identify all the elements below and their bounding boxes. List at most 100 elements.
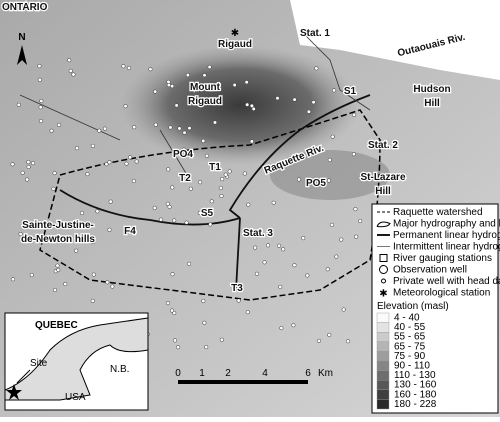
private-well [292,263,297,268]
private-well [184,220,189,225]
inset-label: USA [65,392,86,403]
legend-elevation-title: Elevation (masl) [377,301,449,312]
elevation-swatch [376,322,390,333]
legend-frame [371,203,499,414]
private-well [79,210,85,216]
private-well [55,263,60,268]
private-well [327,332,332,337]
private-well [10,277,16,282]
private-well [170,185,175,190]
private-well [107,160,112,165]
private-well [275,96,280,101]
private-well [325,267,330,272]
private-well [332,88,337,93]
elevation-swatch [376,389,390,400]
private-well [134,159,139,164]
private-well [95,209,100,214]
place-label: Rigaud [218,39,252,50]
private-well [354,234,359,239]
private-well [56,122,62,127]
legend-item: Private well with head data [393,276,500,287]
private-well [249,139,254,144]
north-arrow-shape [17,45,27,65]
private-well [108,199,113,204]
legend-symbol [379,265,388,274]
elevation-swatch [376,399,390,410]
elevation-class: 75 - 90 [394,351,426,362]
private-well [314,66,319,71]
elevation-swatch [376,312,390,323]
private-well [51,186,56,191]
private-well [63,282,68,287]
inset: QUEBEC Site N.B. USA [4,312,149,411]
place-label: T2 [179,173,191,184]
legend-item: River gauging stations [393,253,492,264]
site-arrow [16,369,31,384]
private-well [124,161,129,166]
place-label: Hill [424,98,440,109]
private-well [244,80,249,85]
elevation-swatch [376,360,390,371]
private-well [251,106,256,111]
private-well [266,243,271,248]
private-well [353,207,358,212]
private-well [103,126,108,131]
private-well [172,218,177,223]
private-well [219,193,224,199]
private-well [279,326,284,331]
private-well [177,126,182,131]
private-well [10,162,15,167]
permanent-hydrography [59,94,371,291]
private-well [204,345,209,350]
private-well [168,125,173,130]
private-well [227,169,232,174]
place-label: Rigaud [188,96,222,107]
private-well [281,247,286,252]
elevation-class: 90 - 110 [394,361,430,372]
legend-item: Permanent linear hydrography [393,230,500,241]
private-well [172,310,177,316]
private-well [152,205,157,210]
scale-tick-label: 1 [199,368,205,379]
inset-label: QUEBEC [35,320,78,331]
private-well [185,73,190,78]
place-label: Stat. 3 [243,228,273,239]
private-well [202,320,207,325]
private-well [316,338,322,343]
place-label: PO4 [173,149,193,160]
outaouais-river [290,0,500,80]
private-well [131,178,136,184]
private-well [165,201,170,206]
private-well [242,171,247,176]
private-well [26,159,31,165]
private-well [271,200,276,205]
private-well [166,82,171,88]
elevation-class: 130 - 160 [394,380,437,391]
private-well [105,280,110,285]
private-well [26,164,31,170]
private-well [75,146,80,151]
private-well [38,105,43,110]
private-well [327,157,332,162]
private-well [153,122,158,127]
scale-bar: 0 1 2 4 6 Km [175,368,333,384]
private-well [132,125,137,130]
private-well [128,155,133,160]
scale-tick-label: 2 [225,368,231,379]
private-well [20,170,25,175]
legend-item: Observation well [393,265,467,276]
private-well [39,98,44,104]
place-label: St-Lazare [360,172,405,183]
private-well [180,178,185,183]
private-well [223,172,228,177]
private-well [204,153,209,158]
legend-symbol: ✱ [379,289,387,300]
private-well [37,77,42,82]
private-well [334,254,339,259]
private-well [326,178,331,183]
private-well [56,267,61,272]
private-well [121,64,126,69]
private-well [167,204,172,209]
private-well [351,152,356,157]
